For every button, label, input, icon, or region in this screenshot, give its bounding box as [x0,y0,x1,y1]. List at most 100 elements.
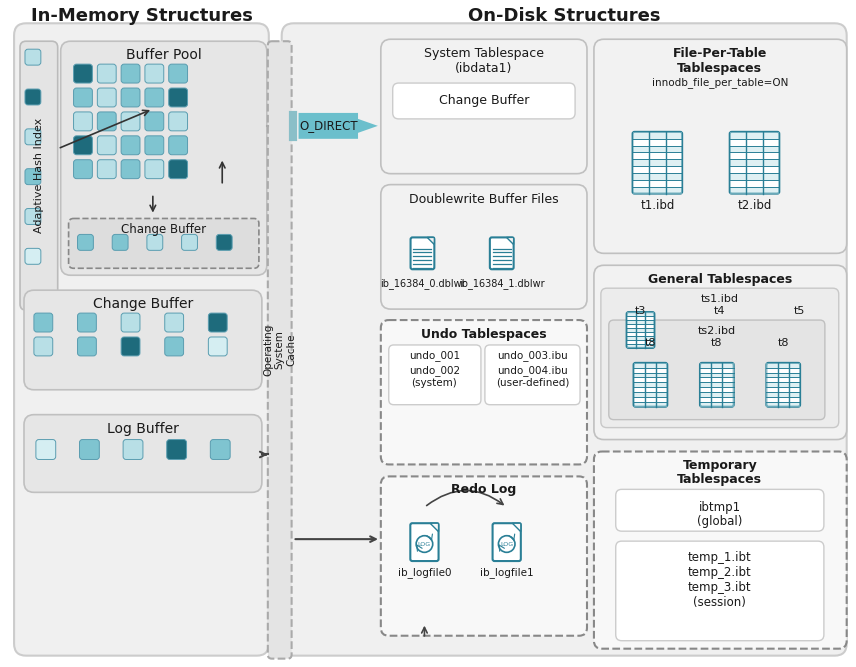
FancyBboxPatch shape [122,337,140,356]
Bar [766,368,800,373]
Bar [633,363,668,368]
Bar [766,402,800,407]
Text: undo_004.ibu: undo_004.ibu [497,365,568,376]
Text: In-Memory Structures: In-Memory Structures [31,7,253,25]
Text: Change Buffer: Change Buffer [439,95,529,107]
Text: File-Per-Table: File-Per-Table [673,47,767,60]
FancyBboxPatch shape [25,248,41,264]
FancyBboxPatch shape [34,313,53,332]
FancyBboxPatch shape [145,159,163,179]
Bar [633,166,682,173]
FancyBboxPatch shape [78,337,97,356]
FancyBboxPatch shape [164,313,183,332]
FancyBboxPatch shape [729,132,779,193]
Bar [627,312,654,316]
Text: (session): (session) [693,596,746,609]
Bar [627,344,654,348]
FancyBboxPatch shape [122,64,140,83]
FancyBboxPatch shape [98,88,116,107]
Bar [633,173,682,180]
Text: t8: t8 [645,338,657,348]
FancyBboxPatch shape [145,136,163,155]
FancyBboxPatch shape [98,64,116,83]
Text: t8: t8 [711,338,722,348]
FancyBboxPatch shape [74,64,92,83]
Bar [633,382,668,388]
FancyBboxPatch shape [25,209,41,225]
FancyBboxPatch shape [20,41,57,310]
Bar [627,336,654,340]
FancyBboxPatch shape [601,288,839,428]
Bar [627,340,654,344]
FancyBboxPatch shape [609,320,825,420]
FancyBboxPatch shape [492,523,520,561]
Bar [633,187,682,193]
FancyBboxPatch shape [24,290,262,390]
FancyBboxPatch shape [594,452,847,649]
Bar [627,328,654,332]
FancyBboxPatch shape [145,64,163,83]
FancyBboxPatch shape [381,476,587,636]
Bar [729,173,779,180]
FancyBboxPatch shape [615,541,823,641]
Text: Operating
System
Cache: Operating System Cache [263,323,296,376]
Text: Change Buffer: Change Buffer [122,223,206,237]
Text: t1.ibd: t1.ibd [640,199,675,211]
Polygon shape [430,523,438,532]
Text: Buffer Pool: Buffer Pool [126,48,202,62]
Bar [766,373,800,378]
Bar [700,402,734,407]
FancyBboxPatch shape [633,132,682,193]
FancyBboxPatch shape [74,112,92,131]
FancyBboxPatch shape [74,136,92,155]
FancyBboxPatch shape [594,39,847,253]
Bar [700,368,734,373]
Text: undo_001: undo_001 [409,350,460,361]
FancyBboxPatch shape [61,41,267,275]
FancyBboxPatch shape [594,265,847,440]
Polygon shape [427,237,434,245]
Bar [729,145,779,153]
Bar [633,145,682,153]
Bar [700,392,734,397]
FancyBboxPatch shape [700,363,734,407]
FancyArrowPatch shape [301,118,372,133]
Text: Log Buffer: Log Buffer [107,422,179,436]
FancyBboxPatch shape [25,169,41,185]
FancyBboxPatch shape [98,159,116,179]
Bar [627,324,654,328]
FancyBboxPatch shape [68,219,259,268]
FancyBboxPatch shape [217,234,232,250]
Text: Change Buffer: Change Buffer [92,297,193,311]
Bar [633,397,668,402]
FancyBboxPatch shape [122,313,140,332]
Bar [633,388,668,392]
FancyBboxPatch shape [74,88,92,107]
FancyBboxPatch shape [381,39,587,173]
Bar [633,159,682,166]
Bar [627,332,654,336]
FancyBboxPatch shape [98,136,116,155]
Bar [729,187,779,193]
FancyBboxPatch shape [24,415,262,492]
Text: (system): (system) [412,378,457,388]
Text: Temporary: Temporary [682,460,758,472]
Bar [729,166,779,173]
FancyBboxPatch shape [389,345,481,405]
FancyBboxPatch shape [411,237,434,269]
Text: t2.ibd: t2.ibd [737,199,772,211]
Text: ibtmp1: ibtmp1 [698,502,741,514]
Text: t8: t8 [777,338,789,348]
FancyBboxPatch shape [208,313,227,332]
FancyBboxPatch shape [164,337,183,356]
Text: (ibdata1): (ibdata1) [455,62,513,75]
Bar [729,180,779,187]
Bar [729,132,779,139]
Text: temp_2.ibt: temp_2.ibt [688,566,752,579]
Text: Doublewrite Buffer Files: Doublewrite Buffer Files [409,193,559,205]
Text: undo_003.ibu: undo_003.ibu [497,350,568,361]
FancyBboxPatch shape [169,112,187,131]
Text: General Tablespaces: General Tablespaces [648,273,792,286]
Text: ib_logfile0: ib_logfile0 [398,567,451,578]
Bar [766,388,800,392]
